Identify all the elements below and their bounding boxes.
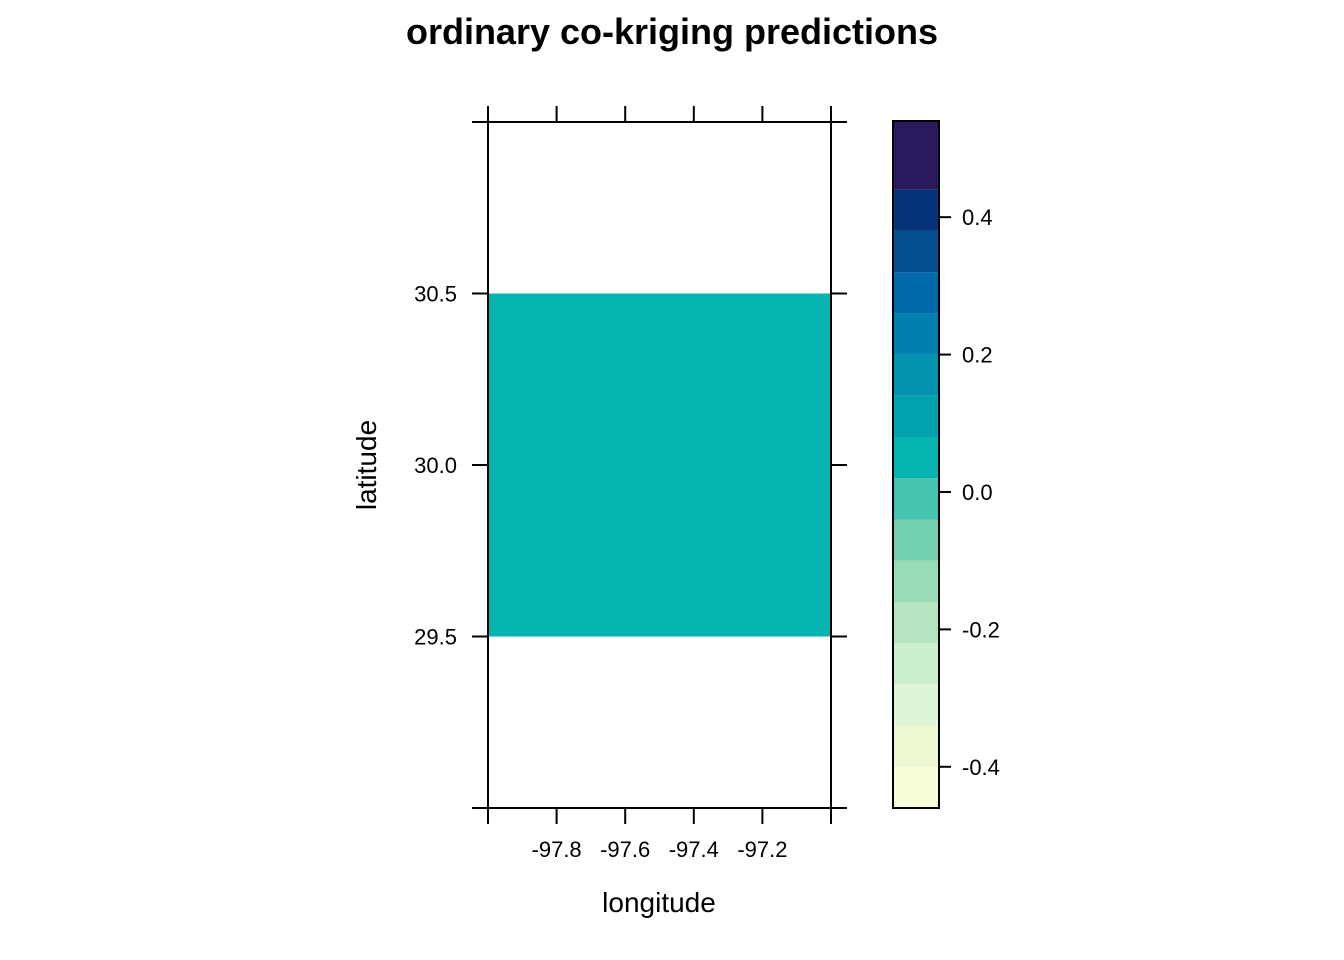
color-key-bin [893,189,939,231]
color-key-bin [893,313,939,355]
color-key-bin [893,601,939,644]
color-key-border [892,120,940,809]
color-key-bin [893,684,939,726]
x-axis: -97.8 -97.6 -97.4 -97.2 [487,106,832,862]
x-tick-label: -97.8 [532,837,582,862]
plot-panel [487,121,832,809]
color-key-bin [893,725,939,767]
color-key-bin [893,560,939,602]
color-key-bin [893,230,939,273]
color-key-tick-label: 0.4 [962,205,993,230]
color-key-bin [893,519,939,561]
color-key-bin [893,437,939,479]
chart-title: ordinary co-kriging predictions [406,11,938,52]
heatmap-cell [488,293,831,637]
color-key: -0.4 -0.2 0.0 0.2 0.4 [892,120,1000,809]
x-tick-label: -97.6 [600,837,650,862]
color-key-bin [893,121,939,190]
x-axis-label: longitude [602,887,716,918]
y-axis-label: latitude [351,420,382,510]
color-key-bin [893,643,939,685]
color-key-bin [893,766,939,808]
color-key-bin [893,354,939,396]
y-tick-label: 29.5 [414,625,457,650]
x-tick-label: -97.2 [737,837,787,862]
color-key-tick-label: -0.4 [962,755,1000,780]
color-key-bin [893,395,939,438]
color-key-bin [893,478,939,520]
x-tick-label: -97.4 [669,837,719,862]
y-tick-label: 30.0 [414,453,457,478]
color-key-bin [893,272,939,314]
y-tick-label: 30.5 [414,282,457,307]
color-key-tick-label: 0.2 [962,343,993,368]
color-key-tick-label: 0.0 [962,480,993,505]
y-axis: 29.5 30.0 30.5 [414,121,847,809]
color-key-tick-label: -0.2 [962,617,1000,642]
